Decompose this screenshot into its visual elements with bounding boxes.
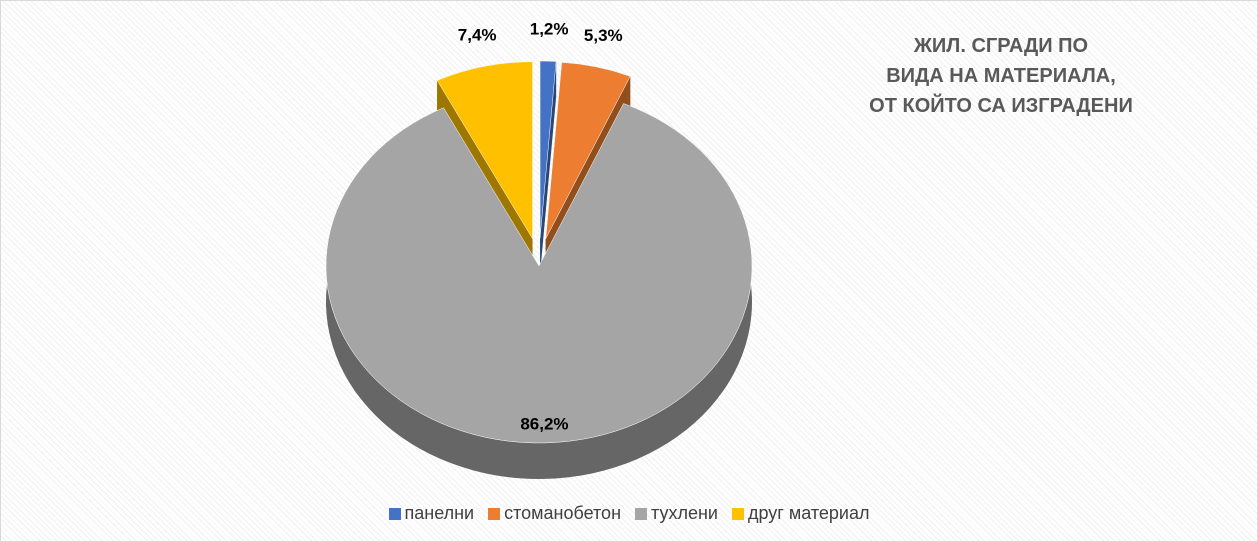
legend-item: стоманобетон — [488, 503, 621, 524]
slice — [325, 103, 753, 444]
legend-label: панелни — [404, 503, 475, 523]
slice — [545, 62, 631, 239]
legend-swatch — [731, 507, 744, 520]
legend-swatch — [488, 507, 501, 520]
data-label: 86,2% — [520, 415, 568, 434]
chart-title: ЖИЛ. СГРАДИ ПО ВИДА НА МАТЕРИАЛА, ОТ КОЙ… — [869, 35, 1133, 117]
legend-label: друг материал — [747, 503, 870, 523]
legend-item: друг материал — [731, 503, 870, 524]
slice-side — [540, 61, 557, 275]
slice — [539, 60, 557, 239]
legend-swatch — [635, 507, 648, 520]
data-label: 5,3% — [584, 26, 623, 45]
legend-swatch — [388, 507, 401, 520]
data-label: 1,2% — [530, 20, 569, 39]
legend-label: стоманобетон — [504, 503, 622, 523]
legend-label: тухлени — [651, 503, 718, 523]
legend-item: тухлени — [635, 503, 718, 524]
legend: панелни стоманобетон тухлени друг материал — [1, 503, 1257, 524]
legend-item: панелни — [388, 503, 475, 524]
data-label: 7,4% — [458, 26, 497, 45]
slice — [436, 61, 533, 240]
